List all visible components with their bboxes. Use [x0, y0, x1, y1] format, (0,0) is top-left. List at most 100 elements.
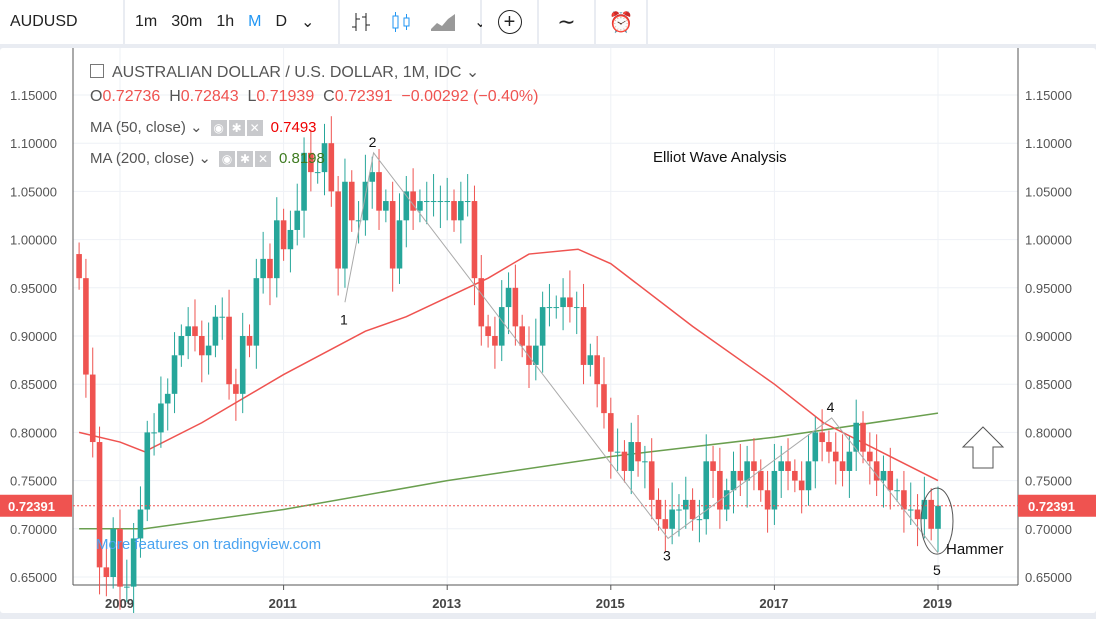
interval-month[interactable]: M [248, 13, 262, 30]
candle-body [444, 201, 450, 203]
candle-body [287, 229, 294, 250]
interval-30m[interactable]: 30m [171, 13, 203, 30]
chart-panel[interactable]: 1.15000 1.15000 1.10000 1.10000 1.05000 1.050… [0, 48, 1096, 613]
candle-body [226, 316, 232, 385]
candle-body [498, 307, 505, 346]
y-tick-label: 1.00000 [1025, 233, 1072, 248]
hammer-ellipse [920, 487, 954, 555]
candle-body [464, 201, 471, 203]
candle-body [342, 181, 348, 269]
candle-body [301, 152, 307, 211]
candle-body [853, 422, 859, 452]
candle-body [451, 201, 457, 221]
close-icon: ✕ [246, 120, 263, 137]
candle-body [587, 355, 594, 365]
candle-body [655, 499, 662, 520]
candle-body [778, 461, 785, 471]
candle-body [130, 538, 137, 587]
ma50-legend[interactable]: MA (50, close) ⌄ ◉ ✱ ✕ 0.7493 [90, 119, 317, 137]
candle-body [867, 451, 873, 462]
hammer-label: Hammer [946, 541, 1004, 558]
candle-body [417, 201, 423, 211]
y-tick-label: 0.70000 [10, 522, 57, 537]
candle-body [819, 432, 825, 443]
candle-body [308, 152, 314, 173]
wave-label-4: 4 [827, 399, 835, 415]
x-tick-label: 2017 [759, 596, 788, 611]
y-tick-label: 0.70000 [1025, 522, 1072, 537]
y-tick-label: 0.90000 [1025, 329, 1072, 344]
candle-body [239, 336, 246, 394]
candle-body [662, 519, 669, 529]
candle-body [642, 461, 648, 463]
interval-day[interactable]: D [275, 13, 288, 30]
candle-body [355, 220, 362, 222]
y-tick-label: 0.80000 [10, 425, 57, 440]
y-tick-label: 0.65000 [10, 570, 57, 585]
candle-body [846, 451, 853, 471]
candle-body [117, 528, 123, 587]
candle-body [928, 499, 934, 529]
candle-body [103, 567, 110, 577]
candle-body [83, 278, 89, 375]
candle-body [171, 355, 178, 394]
chevron-down-icon[interactable]: ⌄ [465, 64, 480, 81]
candle-body [280, 220, 287, 250]
wave-label-5: 5 [933, 562, 941, 578]
candle-body [273, 220, 280, 279]
candle-body [178, 336, 185, 356]
symbol[interactable]: AUDUSD [10, 13, 78, 30]
y-tick-label: 0.65000 [1025, 570, 1072, 585]
gear-icon: ✱ [228, 120, 245, 137]
interval-1m[interactable]: 1m [135, 13, 158, 30]
candle-body [839, 461, 846, 471]
add-indicator-icon[interactable]: + [497, 10, 522, 34]
candle-body [96, 442, 103, 568]
candle-body [410, 191, 416, 211]
y-tick-label: 1.00000 [10, 233, 57, 248]
candle-body [539, 307, 546, 346]
y-tick-label: 0.75000 [1025, 474, 1072, 489]
x-tick-label: 2011 [269, 596, 297, 611]
interval-1h[interactable]: 1h [216, 13, 235, 30]
chevron-down-icon[interactable]: ⌄ [301, 14, 315, 31]
candle-body [437, 201, 444, 203]
candle-body [124, 586, 130, 588]
candle-body [253, 278, 260, 346]
candle-body [826, 442, 832, 452]
candle-body [669, 509, 675, 529]
candle-body [710, 461, 716, 471]
candle-body [744, 461, 750, 481]
bars-chart-icon[interactable] [350, 11, 372, 33]
eye-icon: ◉ [210, 120, 227, 137]
candle-body [89, 374, 96, 443]
candle-body [328, 143, 335, 192]
candle-body [771, 470, 778, 510]
alarm-clock-icon[interactable]: ⏰ [608, 11, 634, 34]
candle-body [492, 336, 498, 346]
candle-body [321, 143, 328, 173]
y-tick-label: 1.15000 [1025, 88, 1072, 103]
symbol-box[interactable]: AUDUSD [0, 0, 123, 44]
chart-canvas[interactable]: 1.15000 1.15000 1.10000 1.10000 1.05000 1.050… [0, 48, 1096, 613]
watermark[interactable]: More features on tradingview.com [96, 536, 322, 553]
compare-wave-icon[interactable]: ∼ [557, 9, 576, 34]
candle-body [294, 210, 301, 230]
candles-chart-icon[interactable] [390, 11, 412, 33]
y-tick-label: 0.95000 [10, 281, 57, 296]
candle-body [812, 432, 819, 462]
candle-body [580, 307, 587, 365]
candle-body [907, 509, 914, 511]
x-tick-label: 2009 [105, 596, 134, 611]
collapse-icon[interactable] [90, 64, 104, 78]
candle-body [594, 355, 600, 385]
ma200-legend[interactable]: MA (200, close) ⌄ ◉ ✱ ✕ 0.8198 [90, 150, 325, 168]
candle-body [369, 172, 376, 182]
ohlc-readout: O0.72736 H0.72843 L0.71939 C0.72391 −0.0… [90, 88, 539, 105]
symbol-title: AUSTRALIAN DOLLAR / U.S. DOLLAR, 1M, IDC… [90, 62, 479, 82]
candle-body [335, 191, 341, 269]
area-chart-icon[interactable] [430, 11, 456, 33]
y-tick-label: 1.05000 [10, 184, 57, 199]
candle-body [757, 470, 764, 491]
wave-label-1: 1 [340, 311, 348, 327]
